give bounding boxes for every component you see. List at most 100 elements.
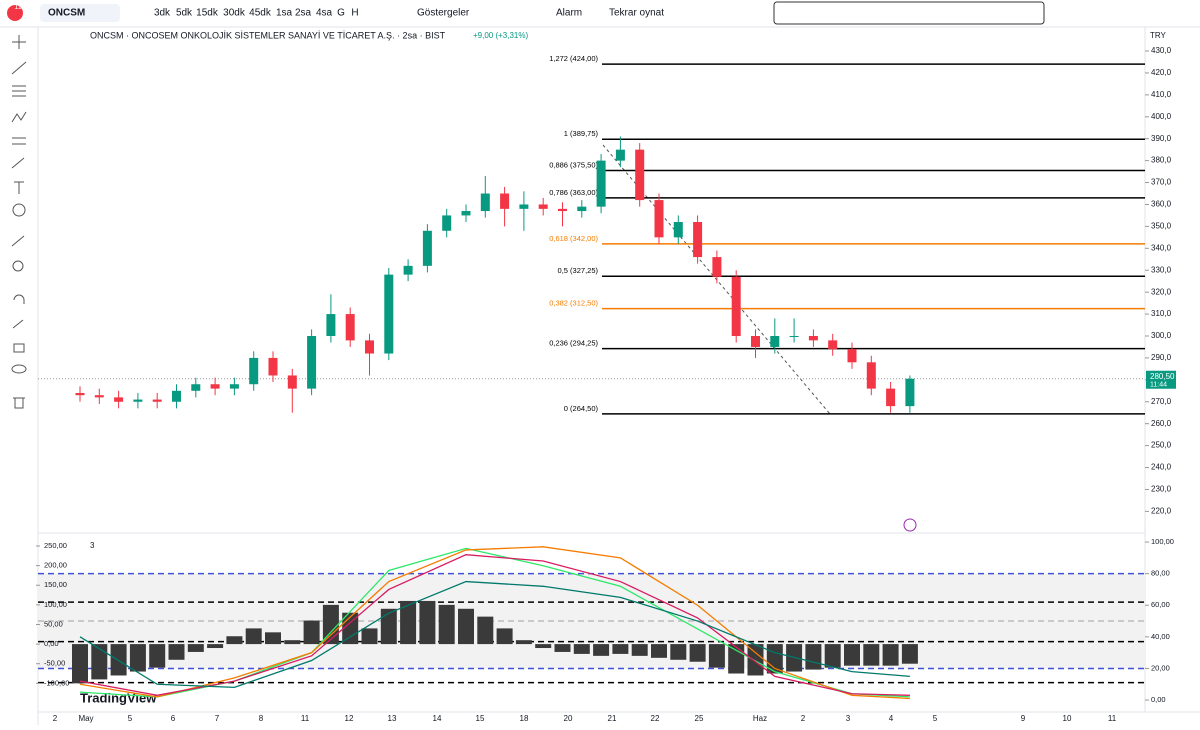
candle-body	[345, 314, 355, 341]
histogram-bar	[631, 644, 648, 656]
y-tick-label: 430,0	[1151, 46, 1172, 55]
histogram-bar	[168, 644, 185, 660]
histogram-bar	[187, 644, 204, 652]
symbol-title: ONCSM · ONCOSEM ONKOLOJİK SİSTEMLER SANA…	[90, 30, 446, 40]
interval-button[interactable]: H	[351, 8, 358, 19]
interval-button[interactable]: 30dk	[223, 8, 246, 19]
y-tick-label: 270,0	[1151, 397, 1172, 406]
x-tick-label: 25	[695, 714, 704, 723]
x-tick-label: 21	[608, 714, 617, 723]
x-tick-label: 5	[933, 714, 938, 723]
y-tick-label: 230,0	[1151, 485, 1172, 494]
candle-body	[229, 384, 239, 389]
candle-body	[866, 362, 876, 389]
x-tick-label: 8	[259, 714, 264, 723]
event-icon[interactable]	[903, 518, 917, 532]
x-tick-label: May	[78, 714, 93, 723]
interval-button[interactable]: 3dk	[154, 8, 171, 19]
histogram-bar	[400, 600, 417, 645]
x-tick-label: 2	[53, 714, 58, 723]
x-tick-label: 5	[128, 714, 133, 723]
histogram-bar	[515, 640, 532, 645]
candle-body	[770, 335, 780, 347]
candle-body	[905, 378, 915, 407]
y-tick-label: 310,0	[1151, 309, 1172, 318]
y-tick-label: -50,00	[44, 659, 65, 668]
y-tick-label: 250,00	[44, 541, 67, 550]
candle-body	[114, 397, 124, 402]
y2-tick-label: 20,00	[1151, 663, 1170, 672]
symbol-search[interactable]	[40, 4, 120, 22]
histogram-bar	[129, 644, 146, 672]
histogram-bar	[805, 644, 822, 670]
y2-tick-label: 40,00	[1151, 632, 1170, 641]
candle-body	[442, 215, 452, 231]
fib-label: 1 (389,75)	[564, 129, 599, 138]
histogram-bar	[72, 644, 88, 684]
candle-body	[886, 388, 896, 407]
candle-body	[287, 375, 297, 389]
candle-body	[172, 390, 181, 402]
x-tick-label: 18	[520, 714, 529, 723]
y2-tick-label: 60,00	[1151, 600, 1170, 609]
interval-button[interactable]: 4sa	[316, 8, 333, 19]
y-tick-label: 330,0	[1151, 265, 1172, 274]
candle-body	[461, 211, 471, 216]
left-tools	[11, 35, 27, 409]
histogram-bar	[747, 644, 764, 676]
interval-button[interactable]: 5dk	[176, 8, 193, 19]
x-tick-label: 22	[651, 714, 660, 723]
interval-button[interactable]: 2sa	[295, 8, 312, 19]
candle-body	[693, 222, 703, 258]
toolbar	[0, 0, 1200, 27]
y-tick-label: 150,00	[44, 580, 67, 589]
fib-label: 0,886 (375,50)	[549, 160, 598, 169]
currency: TRY	[1150, 31, 1167, 40]
candle-body	[828, 340, 838, 350]
histogram-bar	[265, 632, 281, 645]
replay-button[interactable]: Tekrar oynat	[609, 8, 664, 19]
candle-body	[596, 160, 606, 207]
y-tick-label: 50,00	[44, 619, 63, 628]
histogram-bar	[901, 644, 918, 664]
y2-tick-label: 0,00	[1151, 695, 1166, 704]
candle-body	[789, 335, 799, 337]
interval-button[interactable]: 1sa	[276, 8, 293, 19]
candle-body	[480, 193, 490, 212]
fib-label: 0,5 (327,25)	[558, 266, 599, 275]
histogram-bar	[882, 644, 899, 666]
interval-button[interactable]: 45dk	[249, 8, 272, 19]
indicators-button[interactable]: Göstergeler	[417, 8, 470, 19]
alarm-button[interactable]: Alarm	[556, 8, 582, 19]
histogram-bar	[226, 636, 243, 645]
candle-body	[847, 349, 857, 363]
y-tick-label: 220,0	[1151, 506, 1172, 515]
fib-label: 0,618 (342,00)	[549, 234, 598, 243]
histogram-bar	[651, 644, 667, 658]
histogram-bar	[708, 644, 725, 668]
x-tick-label: Haz	[753, 714, 767, 723]
candle-body	[654, 200, 664, 238]
x-tick-label: 14	[433, 714, 442, 723]
histogram-bar	[612, 644, 629, 654]
y-tick-label: 340,0	[1151, 243, 1172, 252]
histogram-bar	[477, 616, 494, 645]
y-tick-label: 290,0	[1151, 353, 1172, 362]
histogram-bar	[284, 640, 301, 645]
indicator-line	[79, 546, 910, 700]
interval-button[interactable]: 15dk	[196, 8, 219, 19]
y-tick-label: 240,0	[1151, 463, 1172, 472]
y-tick-label: 320,0	[1151, 287, 1172, 296]
last-price-tag	[1146, 370, 1176, 389]
logo[interactable]	[7, 5, 23, 21]
drawing-toolbar	[773, 1, 1045, 25]
y-tick-label: 200,00	[44, 561, 67, 570]
histogram-bar	[535, 644, 552, 649]
interval-button[interactable]: G	[337, 8, 345, 19]
y-tick-label: 400,0	[1151, 112, 1172, 121]
histogram-bar	[824, 644, 841, 668]
x-tick-label: 12	[345, 714, 354, 723]
symbol[interactable]: ONCSM	[48, 8, 85, 19]
candle-body	[384, 274, 394, 354]
